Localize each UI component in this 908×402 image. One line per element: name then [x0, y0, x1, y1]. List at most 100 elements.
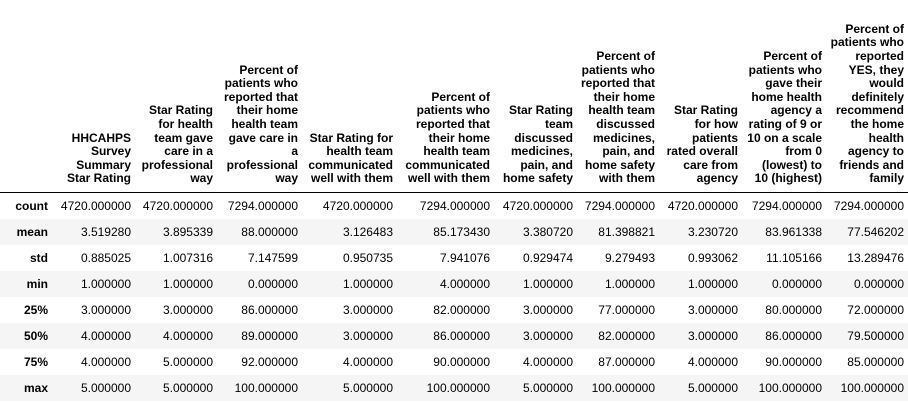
row-label: min: [26, 276, 48, 291]
table-cell: 0.993062: [687, 250, 738, 265]
table-cell: 1.000000: [80, 276, 131, 291]
table-cell: 5.000000: [687, 380, 738, 395]
table-cell: 13.289476: [847, 250, 904, 265]
table-cell: 92.000000: [241, 354, 298, 369]
table-cell: 4.000000: [439, 276, 490, 291]
table-row: 25% 3.000000 3.000000 86.000000 3.000000 82.0…: [0, 297, 908, 323]
table-cell: 0.000000: [247, 276, 298, 291]
row-label: std: [30, 250, 48, 265]
table-cell: 7294.000000: [419, 198, 490, 213]
table-cell: 4.000000: [687, 354, 738, 369]
table-cell: 3.380720: [522, 224, 573, 239]
table-cell: 3.000000: [522, 302, 573, 317]
table-cell: 4.000000: [522, 354, 573, 369]
column-header: Star Rating for health team gave care in…: [135, 0, 217, 193]
table-cell: 5.000000: [162, 380, 213, 395]
table-cell: 88.000000: [241, 224, 298, 239]
table-cell: 0.929474: [522, 250, 573, 265]
table-cell: 4720.000000: [322, 198, 393, 213]
table-cell: 1.000000: [604, 276, 655, 291]
column-header: Star Rating team discussed medicines, pa…: [494, 0, 577, 193]
table-cell: 80.000000: [765, 302, 822, 317]
table-cell: 5.000000: [80, 380, 131, 395]
table-cell: 81.398821: [598, 224, 655, 239]
table-cell: 83.961338: [765, 224, 822, 239]
column-header: Percent of patients who reported that th…: [397, 0, 494, 193]
table-cell: 72.000000: [847, 302, 904, 317]
table-cell: 82.000000: [433, 302, 490, 317]
column-header: Percent of patients who gave their home …: [742, 0, 826, 193]
table-cell: 4720.000000: [667, 198, 738, 213]
table-cell: 7294.000000: [227, 198, 298, 213]
table-row: 75% 4.000000 5.000000 92.000000 4.000000 90.0…: [0, 349, 908, 375]
table-cell: 85.173430: [433, 224, 490, 239]
table-cell: 86.000000: [765, 328, 822, 343]
table-cell: 7294.000000: [833, 198, 904, 213]
table-cell: 100.000000: [840, 380, 904, 395]
table-row: max 5.000000 5.000000 100.000000 5.000000 100…: [0, 374, 908, 401]
table-header: HHCAHPS Survey Summary Star Rating Star R…: [0, 0, 908, 193]
table-cell: 3.000000: [687, 302, 738, 317]
table-cell: 11.105166: [766, 250, 822, 265]
table-cell: 90.000000: [433, 354, 490, 369]
table-cell: 85.000000: [847, 354, 904, 369]
table-cell: 4.000000: [162, 328, 213, 343]
column-header: Star Rating for how patients rated overa…: [659, 0, 742, 193]
column-header: Percent of patients who reported YES, th…: [826, 0, 908, 193]
table-cell: 100.000000: [426, 380, 490, 395]
table-cell: 1.000000: [162, 276, 213, 291]
table-cell: 3.000000: [162, 302, 213, 317]
column-header: Star Rating for health team communicated…: [302, 0, 397, 193]
table-cell: 90.000000: [765, 354, 822, 369]
table-cell: 1.000000: [342, 276, 393, 291]
table-cell: 1.000000: [687, 276, 738, 291]
table-row: 50% 4.000000 4.000000 89.000000 3.000000 86.0…: [0, 322, 908, 349]
table-cell: 3.230720: [687, 224, 738, 239]
table-cell: 3.895339: [162, 224, 213, 239]
table-cell: 7294.000000: [584, 198, 655, 213]
table-cell: 82.000000: [598, 328, 655, 343]
table-cell: 0.950735: [342, 250, 393, 265]
table-cell: 100.000000: [591, 380, 655, 395]
table-cell: 5.000000: [162, 354, 213, 369]
row-label: count: [15, 198, 48, 213]
row-label: 50%: [23, 328, 48, 343]
table-cell: 4.000000: [80, 328, 131, 343]
table-cell: 87.000000: [598, 354, 655, 369]
column-header: Percent of patients who reported that th…: [217, 0, 302, 193]
table-cell: 86.000000: [241, 302, 298, 317]
table-cell: 4.000000: [80, 354, 131, 369]
table-cell: 1.000000: [522, 276, 573, 291]
table-cell: 3.000000: [687, 328, 738, 343]
table-row: mean 3.519280 3.895339 88.000000 3.126483 85.…: [0, 218, 908, 245]
table-cell: 7.941076: [439, 250, 490, 265]
index-header: [0, 0, 52, 193]
table-cell: 3.000000: [80, 302, 131, 317]
table-cell: 77.546202: [847, 224, 904, 239]
row-label: max: [23, 380, 48, 395]
table-cell: 9.279493: [604, 250, 655, 265]
table-cell: 1.007316: [162, 250, 213, 265]
row-label: 75%: [23, 354, 48, 369]
row-label: 25%: [23, 302, 48, 317]
table-cell: 3.000000: [522, 328, 573, 343]
table-cell: 3.519280: [80, 224, 131, 239]
table-cell: 0.000000: [771, 276, 822, 291]
header-row: HHCAHPS Survey Summary Star Rating Star R…: [0, 0, 908, 193]
row-label: mean: [16, 224, 48, 239]
table-row: count 4720.000000 4720.000000 7294.000000 47…: [0, 193, 908, 219]
table-row: std 0.885025 1.007316 7.147599 0.950735 7.941…: [0, 245, 908, 271]
table-cell: 77.000000: [598, 302, 655, 317]
table-cell: 0.885025: [80, 250, 131, 265]
table-row: min 1.000000 1.000000 0.000000 1.000000 4.000…: [0, 270, 908, 297]
table-cell: 3.000000: [342, 328, 393, 343]
table-body: count 4720.000000 4720.000000 7294.000000 47…: [0, 193, 908, 401]
table-cell: 3.126483: [342, 224, 393, 239]
table-cell: 3.000000: [342, 302, 393, 317]
column-header: HHCAHPS Survey Summary Star Rating: [52, 0, 135, 193]
table-cell: 0.000000: [853, 276, 904, 291]
table-cell: 4720.000000: [502, 198, 573, 213]
table-cell: 100.000000: [758, 380, 822, 395]
table-cell: 79.500000: [847, 328, 904, 343]
